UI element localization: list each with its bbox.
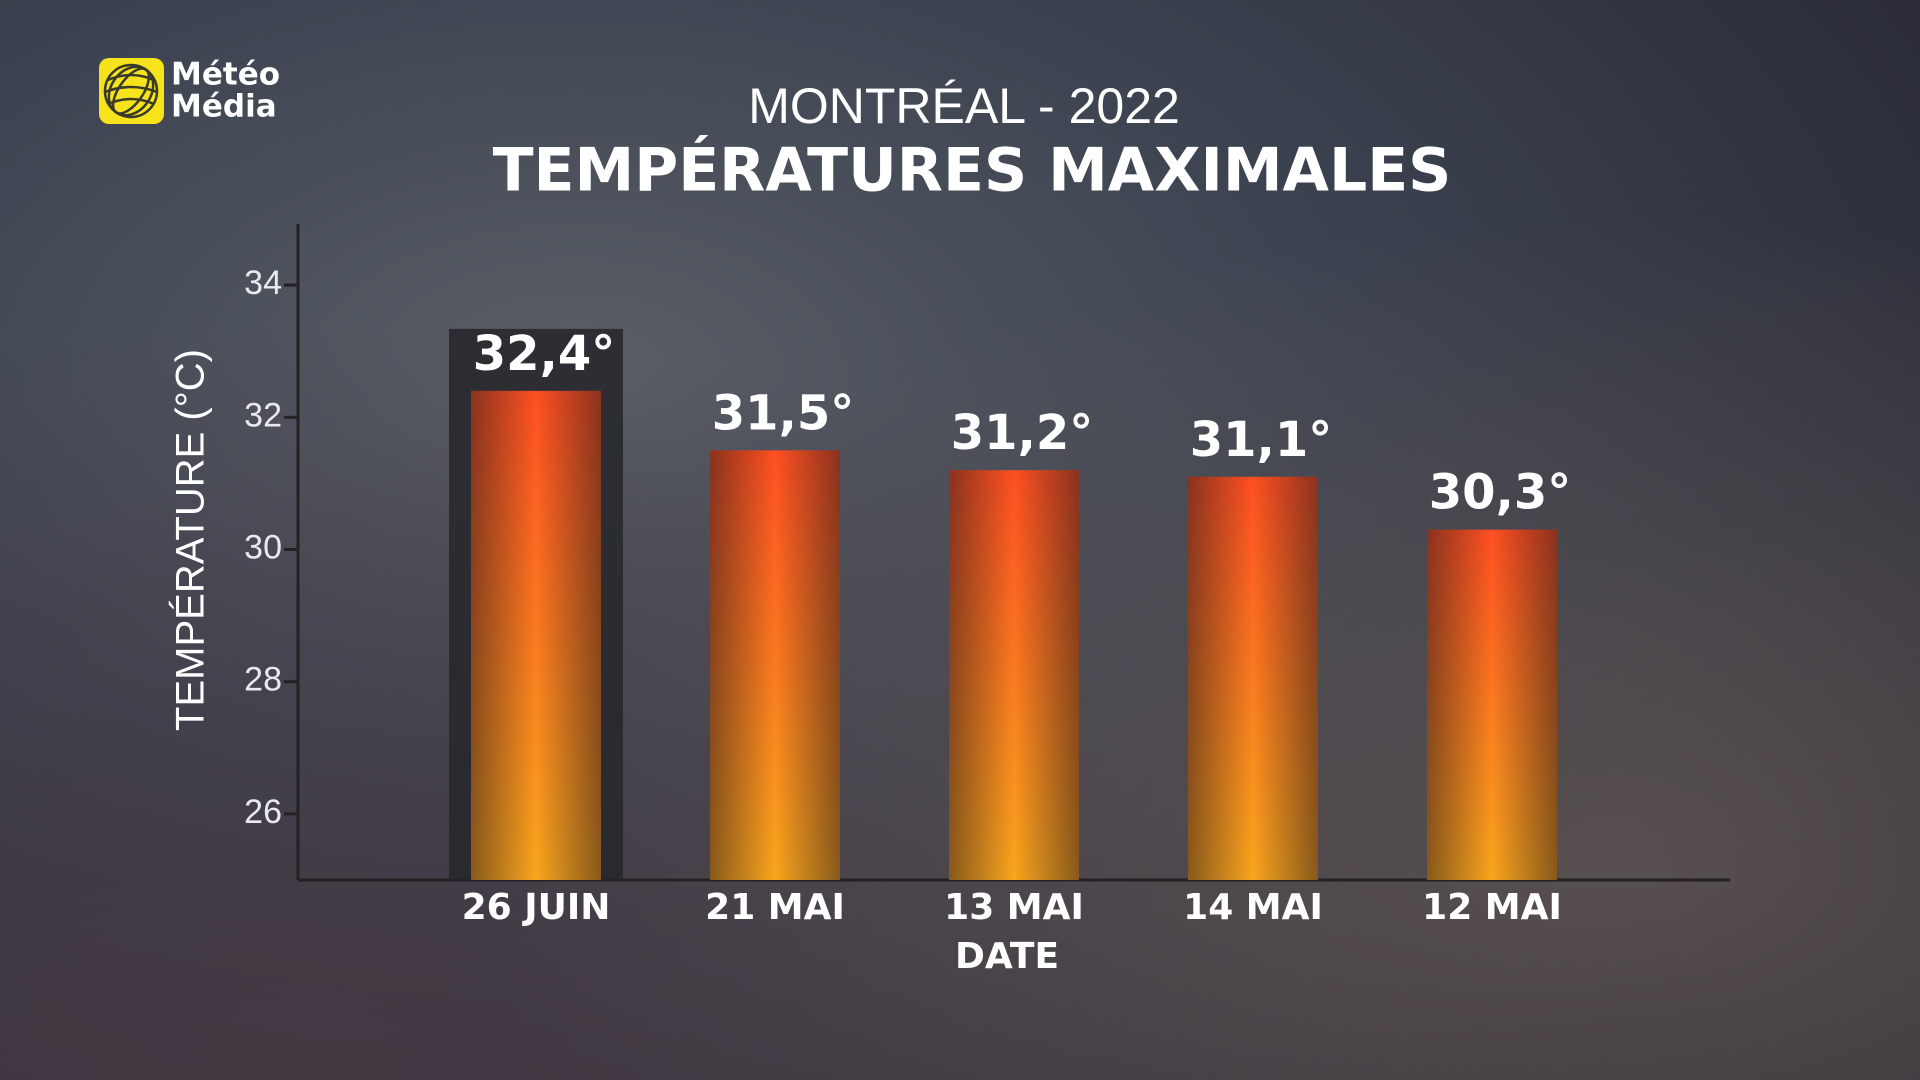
x-tick-label: 14 MAI xyxy=(1183,887,1323,928)
chart-title: MONTRÉAL - 2022 xyxy=(748,78,1180,134)
bar-shading xyxy=(949,470,1079,880)
y-tick-label: 30 xyxy=(244,528,282,566)
y-tick-label: 26 xyxy=(244,793,282,831)
value-label: 31,5° xyxy=(712,385,854,441)
y-tick-label: 28 xyxy=(244,661,282,699)
value-label: 30,3° xyxy=(1429,465,1571,521)
y-axis-label: TEMPÉRATURE (°C) xyxy=(168,349,213,731)
value-label: 32,4° xyxy=(473,326,615,382)
x-tick-label: 26 JUIN xyxy=(462,887,611,928)
bar-shading xyxy=(1188,476,1318,880)
bar-shading xyxy=(710,450,840,880)
x-axis-label: DATE xyxy=(955,936,1059,977)
logo-globe xyxy=(103,63,159,119)
bar-shading xyxy=(1427,529,1557,880)
x-tick-label: 21 MAI xyxy=(705,887,845,928)
x-tick-label: 13 MAI xyxy=(944,887,1084,928)
logo-text: Média xyxy=(171,89,277,125)
value-label: 31,2° xyxy=(951,405,1093,461)
logo-text: Météo xyxy=(171,57,280,93)
logo: Météo Média xyxy=(99,57,280,125)
bar-shading xyxy=(471,390,601,880)
x-tick-label: 12 MAI xyxy=(1422,887,1562,928)
y-tick-label: 32 xyxy=(244,396,282,434)
value-label: 31,1° xyxy=(1190,412,1332,468)
y-tick-label: 34 xyxy=(244,264,282,302)
chart-subtitle: TEMPÉRATURES MAXIMALES xyxy=(493,134,1452,206)
